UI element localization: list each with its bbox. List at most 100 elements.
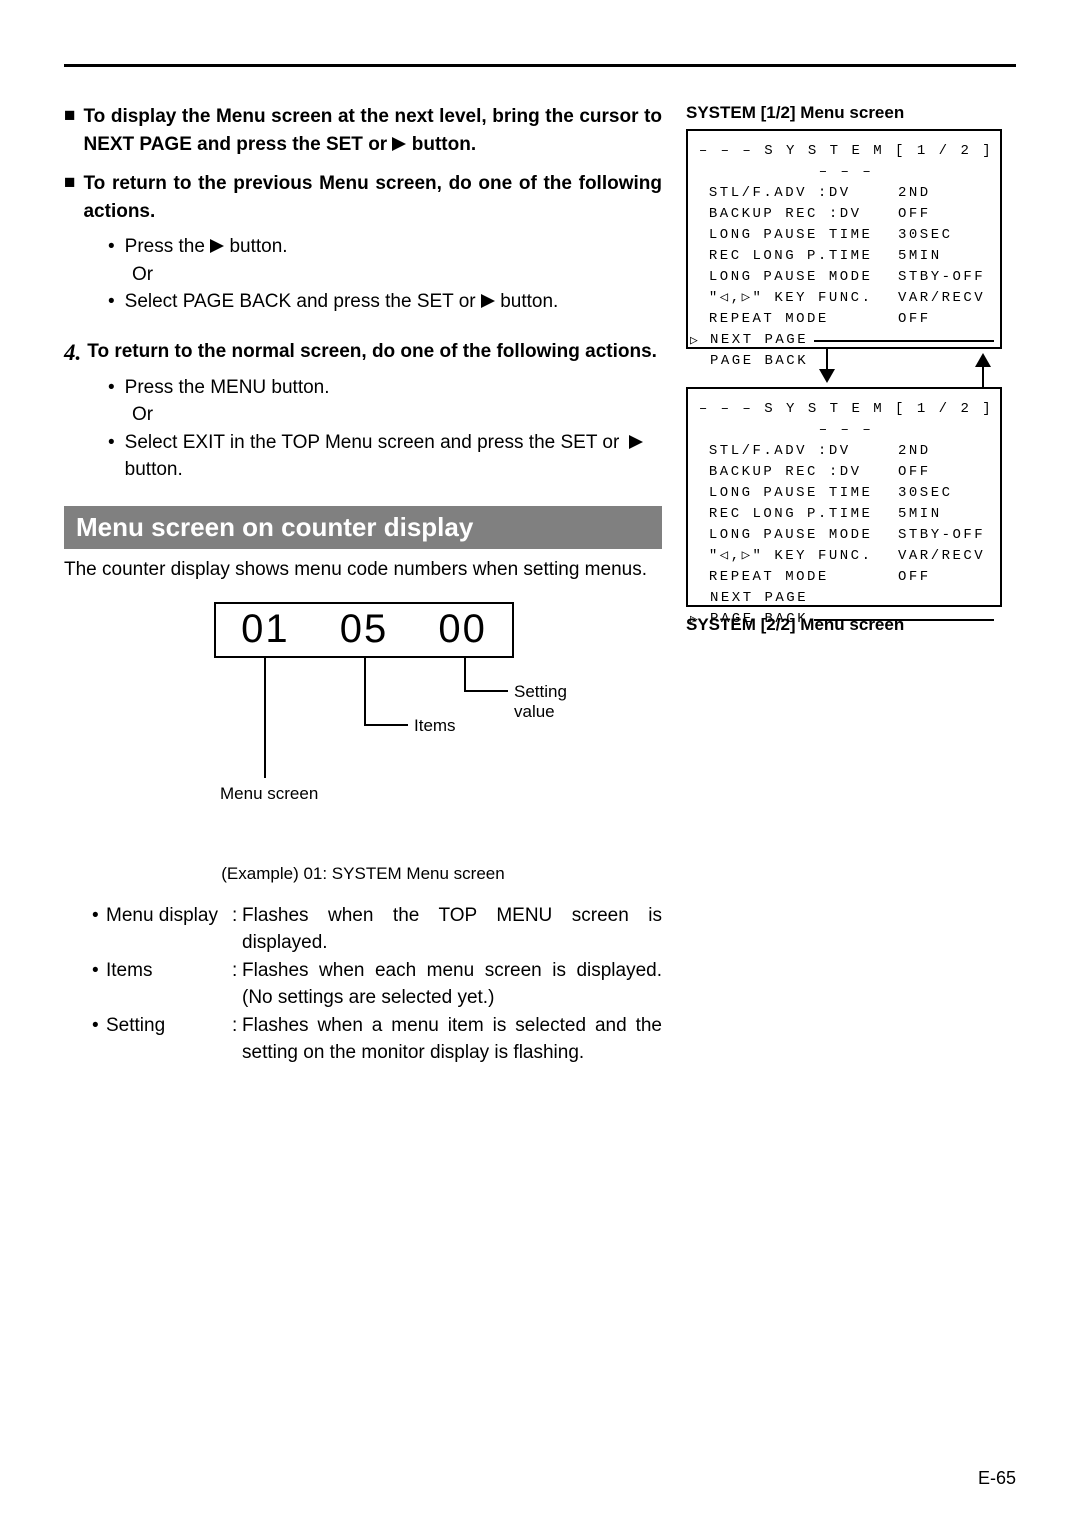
label-setting-value: Setting value: [514, 682, 578, 722]
menu-next-page: NEXT PAGE: [710, 588, 994, 609]
counter-digit-3: 00: [434, 607, 491, 652]
menu-row-label: REPEAT MODE: [698, 567, 898, 588]
menu-title: – – – S Y S T E M [ 1 / 2 ] – – –: [698, 141, 994, 183]
menu-row: BACKUP REC :DVOFF: [698, 462, 994, 483]
bullet-1-suffix: button.: [412, 134, 476, 155]
def-row: • Items : Flashes when each menu screen …: [92, 957, 662, 1012]
counter-digit-1: 01: [237, 607, 294, 652]
def-desc: Flashes when the TOP MENU screen is disp…: [242, 902, 662, 957]
left-column: ■ To display the Menu screen at the next…: [64, 103, 662, 1067]
menu-row-value: 5MIN: [898, 246, 942, 267]
menu-row: BACKUP REC :DVOFF: [698, 204, 994, 225]
menu-next-page: NEXT PAGE: [710, 330, 808, 351]
bullet-2-text: To return to the previous Menu screen, d…: [83, 170, 662, 225]
play-icon: [392, 137, 406, 151]
bullet-2: ■ To return to the previous Menu screen,…: [64, 170, 662, 225]
menu-row: STL/F.ADV :DV2ND: [698, 183, 994, 204]
page-number: E-65: [978, 1468, 1016, 1489]
menu-row-label: LONG PAUSE TIME: [698, 483, 898, 504]
sub-text: button.: [125, 459, 183, 480]
menu-screen-2: – – – S Y S T E M [ 1 / 2 ] – – – STL/F.…: [686, 387, 1002, 607]
sub-item: • Press the MENU button.: [108, 374, 662, 402]
bullet-1-text: To display the Menu screen at the next l…: [83, 106, 662, 155]
square-bullet: ■: [64, 170, 75, 225]
label-items: Items: [414, 716, 456, 736]
sub-item: • Press the button.: [108, 233, 662, 261]
menu-row-value: STBY-OFF: [898, 525, 985, 546]
down-arrow-icon: [819, 369, 835, 383]
menu-row-value: OFF: [898, 309, 931, 330]
menu-row: REPEAT MODEOFF: [698, 309, 994, 330]
def-desc: Flashes when each menu screen is display…: [242, 957, 662, 1012]
menu-row: REPEAT MODEOFF: [698, 567, 994, 588]
menu-row-label: REC LONG P.TIME: [698, 246, 898, 267]
up-arrow-icon: [975, 353, 991, 367]
step-4-text: To return to the normal screen, do one o…: [87, 338, 662, 368]
def-row: • Menu display : Flashes when the TOP ME…: [92, 902, 662, 957]
menu-row-label: LONG PAUSE TIME: [698, 225, 898, 246]
or-text: Or: [132, 261, 662, 289]
example-caption: (Example) 01: SYSTEM Menu screen: [64, 864, 662, 884]
def-desc: Flashes when a menu item is selected and…: [242, 1012, 662, 1067]
def-term: Items: [106, 957, 232, 1012]
sub-text: Select EXIT in the TOP Menu screen and p…: [125, 432, 620, 453]
sub-text: Press the MENU button.: [125, 374, 330, 402]
counter-diagram: 01 05 00 Setting value Items Menu screen: [148, 602, 578, 802]
cursor-icon: ▷: [690, 610, 698, 630]
menu-row: "◁,▷" KEY FUNC.VAR/RECV: [698, 288, 994, 309]
nav-arrows: [686, 349, 1002, 387]
sub-text: button.: [229, 236, 287, 257]
menu-row-value: STBY-OFF: [898, 267, 985, 288]
menu-row: STL/F.ADV :DV2ND: [698, 441, 994, 462]
menu-row-label: STL/F.ADV :DV: [698, 183, 898, 204]
bullet-1: ■ To display the Menu screen at the next…: [64, 103, 662, 158]
or-text: Or: [132, 401, 662, 429]
menu-caption-1: SYSTEM [1/2] Menu screen: [686, 103, 1016, 123]
menu-row-label: "◁,▷" KEY FUNC.: [698, 546, 898, 567]
menu-row-label: BACKUP REC :DV: [698, 462, 898, 483]
menu-title: – – – S Y S T E M [ 1 / 2 ] – – –: [698, 399, 994, 441]
menu-row-value: OFF: [898, 462, 931, 483]
sub-text: Select PAGE BACK and press the SET or: [125, 291, 481, 312]
menu-row-label: LONG PAUSE MODE: [698, 267, 898, 288]
menu-row-value: VAR/RECV: [898, 288, 985, 309]
square-bullet: ■: [64, 103, 75, 158]
menu-screen-1: – – – S Y S T E M [ 1 / 2 ] – – – STL/F.…: [686, 129, 1002, 349]
menu-row: REC LONG P.TIME5MIN: [698, 504, 994, 525]
menu-row-value: VAR/RECV: [898, 546, 985, 567]
menu-row-value: OFF: [898, 567, 931, 588]
section-desc: The counter display shows menu code numb…: [64, 557, 662, 584]
menu-row-label: LONG PAUSE MODE: [698, 525, 898, 546]
play-icon: [481, 294, 495, 308]
menu-row-label: BACKUP REC :DV: [698, 204, 898, 225]
def-term: Menu display: [106, 902, 232, 957]
def-term: Setting: [106, 1012, 232, 1067]
menu-row-label: STL/F.ADV :DV: [698, 441, 898, 462]
sub-text: button.: [500, 291, 558, 312]
sub-item: • Select EXIT in the TOP Menu screen and…: [108, 429, 662, 484]
menu-row-value: 30SEC: [898, 225, 953, 246]
menu-page-back: PAGE BACK: [710, 609, 808, 630]
cursor-icon: ▷: [690, 331, 698, 351]
menu-row: REC LONG P.TIME5MIN: [698, 246, 994, 267]
menu-row: "◁,▷" KEY FUNC.VAR/RECV: [698, 546, 994, 567]
section-heading: Menu screen on counter display: [64, 506, 662, 549]
menu-row-value: OFF: [898, 204, 931, 225]
sub-text: Press the: [125, 236, 211, 257]
menu-row-value: 2ND: [898, 183, 931, 204]
menu-row: LONG PAUSE MODESTBY-OFF: [698, 267, 994, 288]
step-number: 4.: [64, 338, 81, 368]
step-4: 4. To return to the normal screen, do on…: [64, 338, 662, 368]
menu-row-value: 30SEC: [898, 483, 953, 504]
top-rule: [64, 64, 1016, 67]
label-menu-screen: Menu screen: [220, 784, 318, 804]
play-icon: [210, 239, 224, 253]
menu-row: LONG PAUSE MODESTBY-OFF: [698, 525, 994, 546]
def-row: • Setting : Flashes when a menu item is …: [92, 1012, 662, 1067]
counter-display: 01 05 00: [214, 602, 514, 658]
sub-item: • Select PAGE BACK and press the SET or …: [108, 288, 662, 316]
menu-row-label: REPEAT MODE: [698, 309, 898, 330]
menu-row: LONG PAUSE TIME30SEC: [698, 225, 994, 246]
menu-row-label: REC LONG P.TIME: [698, 504, 898, 525]
menu-row-label: "◁,▷" KEY FUNC.: [698, 288, 898, 309]
